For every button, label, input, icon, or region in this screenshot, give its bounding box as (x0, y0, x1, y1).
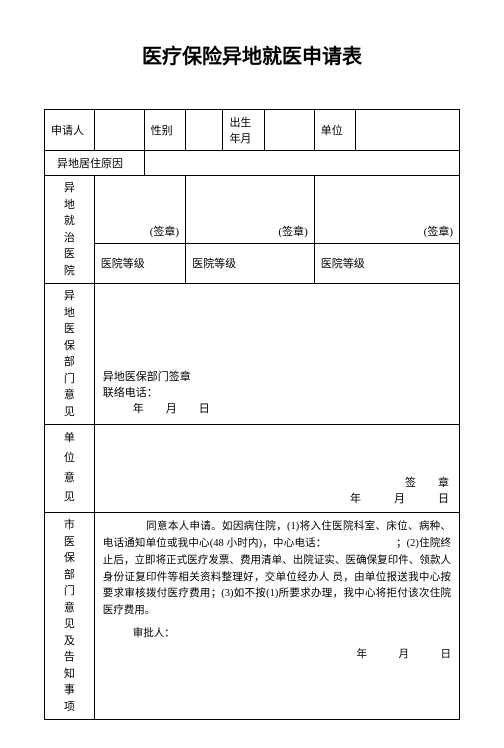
dept-label: 异地医保部门意见 (45, 284, 95, 425)
hospital-seal-3[interactable]: (签章) (314, 176, 459, 244)
birth-label: 出生年月 (223, 110, 265, 151)
unit-opinion-row: 单 位意 见 签 章 年 月 日 (45, 425, 460, 513)
unit-opinion-content[interactable]: 签 章 年 月 日 (94, 425, 459, 513)
applicant-row: 申请人 性别 出生年月 单位 (45, 110, 460, 151)
city-text: 同意本人申请。如因病住院，(1)将入住医院科室、床位、病种、电话通知单位或我中心… (103, 519, 451, 620)
city-date: 年 月 日 (103, 647, 451, 664)
unit-sign: 签 章 (105, 474, 449, 490)
hospital-grade-row: 医院等级 医院等级 医院等级 (45, 243, 460, 284)
unit-date: 年 月 日 (105, 490, 449, 506)
reason-value[interactable] (144, 151, 459, 176)
dept-row: 异地医保部门意见 异地医保部门签章 联络电话： 年 月 日 (45, 284, 460, 425)
reason-row: 异地居住原因 (45, 151, 460, 176)
city-content: 同意本人申请。如因病住院，(1)将入住医院科室、床位、病种、电话通知单位或我中心… (94, 513, 459, 720)
applicant-value[interactable] (94, 110, 144, 151)
dept-date: 年 月 日 (103, 400, 451, 416)
city-approver: 审批人： (103, 626, 451, 643)
hospital-grade-1[interactable]: 医院等级 (94, 243, 185, 284)
city-row: 市医保部门意见及告知事项 同意本人申请。如因病住院，(1)将入住医院科室、床位、… (45, 513, 460, 720)
dept-phone: 联络电话： (103, 384, 451, 400)
unit-opinion-label: 单 位意 见 (45, 425, 95, 513)
page-title: 医疗保险异地就医申请表 (44, 40, 460, 69)
unit-label: 单位 (314, 110, 356, 151)
hospital-grade-3[interactable]: 医院等级 (314, 243, 459, 284)
birth-value[interactable] (264, 110, 314, 151)
reason-label: 异地居住原因 (45, 151, 145, 176)
hospital-label: 异地就治医院 (45, 176, 95, 284)
unit-value[interactable] (356, 110, 460, 151)
dept-content[interactable]: 异地医保部门签章 联络电话： 年 月 日 (94, 284, 459, 425)
hospital-seal-1[interactable]: (签章) (94, 176, 185, 244)
applicant-label: 申请人 (45, 110, 95, 151)
gender-label: 性别 (144, 110, 186, 151)
city-label: 市医保部门意见及告知事项 (45, 513, 95, 720)
gender-value[interactable] (186, 110, 223, 151)
hospital-grade-2[interactable]: 医院等级 (186, 243, 315, 284)
hospital-seal-2[interactable]: (签章) (186, 176, 315, 244)
dept-sign: 异地医保部门签章 (103, 368, 451, 384)
hospital-seal-row: 异地就治医院 (签章) (签章) (签章) (45, 176, 460, 244)
form-table: 申请人 性别 出生年月 单位 异地居住原因 异地就治医院 (签章) (签章) (… (44, 109, 460, 720)
